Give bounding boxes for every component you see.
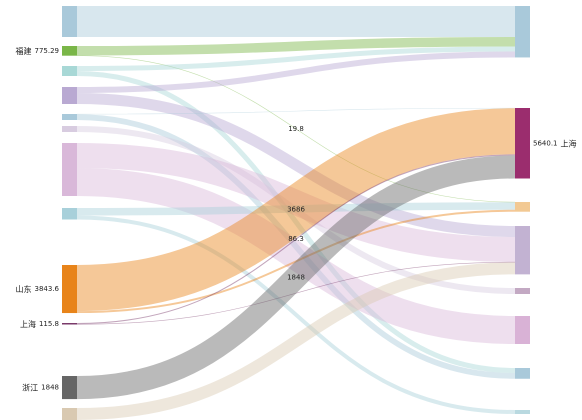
- source-node: [62, 66, 77, 76]
- source-node: [62, 114, 77, 120]
- node-name: 福建: [16, 45, 32, 55]
- source-node: [62, 376, 77, 400]
- link: [76, 215, 516, 414]
- link: [76, 71, 516, 373]
- source-label: 山东 3843.6: [16, 284, 60, 294]
- source-node: [62, 143, 77, 196]
- target-node: [515, 202, 530, 212]
- link: [76, 107, 516, 115]
- link-label: 86.3: [288, 235, 304, 243]
- source-label: 福建 775.29: [16, 45, 60, 55]
- link: [76, 154, 516, 325]
- link: [76, 155, 516, 400]
- target-node: [515, 316, 530, 344]
- link: [76, 108, 516, 312]
- target-node: [515, 410, 530, 414]
- node-value: 3843.6: [35, 285, 60, 293]
- node-name: 上海: [20, 318, 36, 328]
- source-node: [62, 408, 77, 420]
- source-node: [62, 208, 77, 220]
- node-value: 115.8: [39, 320, 59, 328]
- source-label: 浙江 1848: [22, 382, 59, 392]
- source-node: [62, 46, 77, 56]
- target-node: [515, 288, 530, 294]
- link: [76, 36, 516, 56]
- link: [76, 261, 516, 325]
- node-name: 上海: [561, 138, 577, 148]
- link: [76, 202, 516, 216]
- link: [76, 55, 516, 203]
- node-name: 山东: [16, 284, 32, 294]
- link: [76, 51, 516, 93]
- source-node: [62, 126, 77, 132]
- node-value: 775.29: [35, 47, 60, 55]
- source-node: [62, 265, 77, 314]
- link: [76, 114, 516, 379]
- link: [76, 126, 516, 294]
- node-value: 5640.1: [533, 139, 558, 147]
- target-label: 5640.1 上海: [533, 138, 577, 148]
- node-name: 浙江: [22, 382, 38, 392]
- target-node: [515, 226, 530, 275]
- source-node: [62, 6, 77, 37]
- link-label: 1848: [287, 273, 305, 281]
- source-label: 上海 115.8: [20, 318, 59, 328]
- target-node: [515, 6, 530, 58]
- nodes: [62, 6, 530, 420]
- links: [76, 5, 516, 420]
- source-node: [62, 87, 77, 104]
- link: [76, 262, 516, 420]
- link: [76, 93, 516, 237]
- node-value: 1848: [41, 384, 59, 392]
- link: [76, 46, 516, 71]
- link: [76, 168, 516, 344]
- source-node: [62, 323, 77, 325]
- target-node: [515, 368, 530, 379]
- link-label: 19.8: [288, 125, 304, 133]
- target-node: [515, 108, 530, 179]
- link: [76, 143, 516, 262]
- link-label: 3686: [287, 206, 305, 214]
- link: [76, 209, 516, 314]
